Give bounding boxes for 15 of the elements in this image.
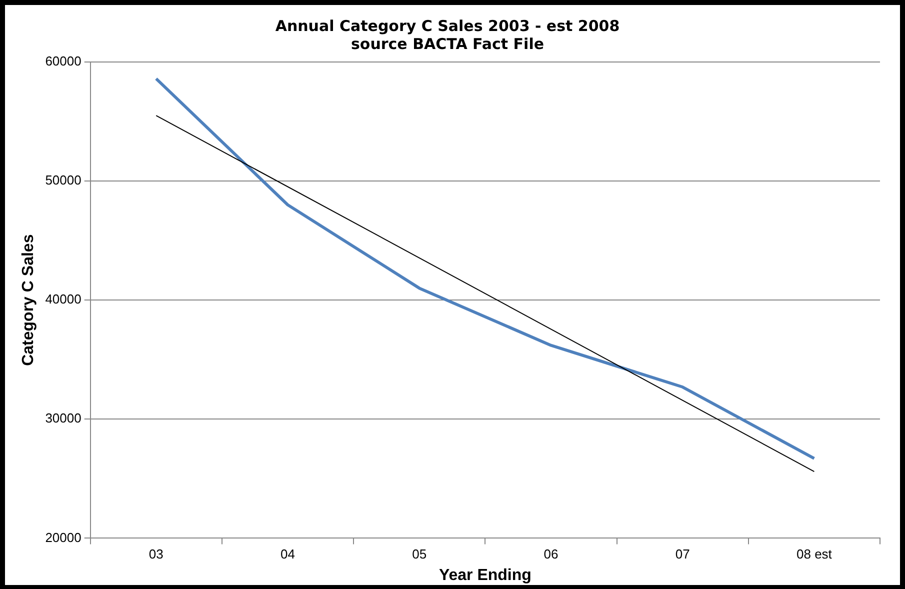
x-tick-label: 07 — [675, 546, 690, 562]
x-tick-label: 03 — [148, 546, 164, 562]
x-tick-label: 06 — [544, 546, 558, 562]
y-tick-label: 60000 — [45, 54, 82, 69]
y-tick-label: 30000 — [45, 410, 82, 426]
x-axis-title: Year Ending — [438, 566, 532, 584]
y-tick-label: 50000 — [45, 172, 82, 188]
chart-subtitle: source BACTA Fact File — [350, 34, 544, 53]
x-tick-label: 08 est — [796, 546, 832, 562]
chart-title: Annual Category C Sales 2003 - est 2008 — [275, 16, 620, 35]
y-tick-label: 20000 — [45, 530, 82, 545]
y-tick-label: 40000 — [45, 292, 82, 307]
x-tick-label: 04 — [280, 546, 295, 562]
y-axis-title: Category C Sales — [20, 234, 38, 366]
x-tick-label: 05 — [412, 546, 427, 562]
